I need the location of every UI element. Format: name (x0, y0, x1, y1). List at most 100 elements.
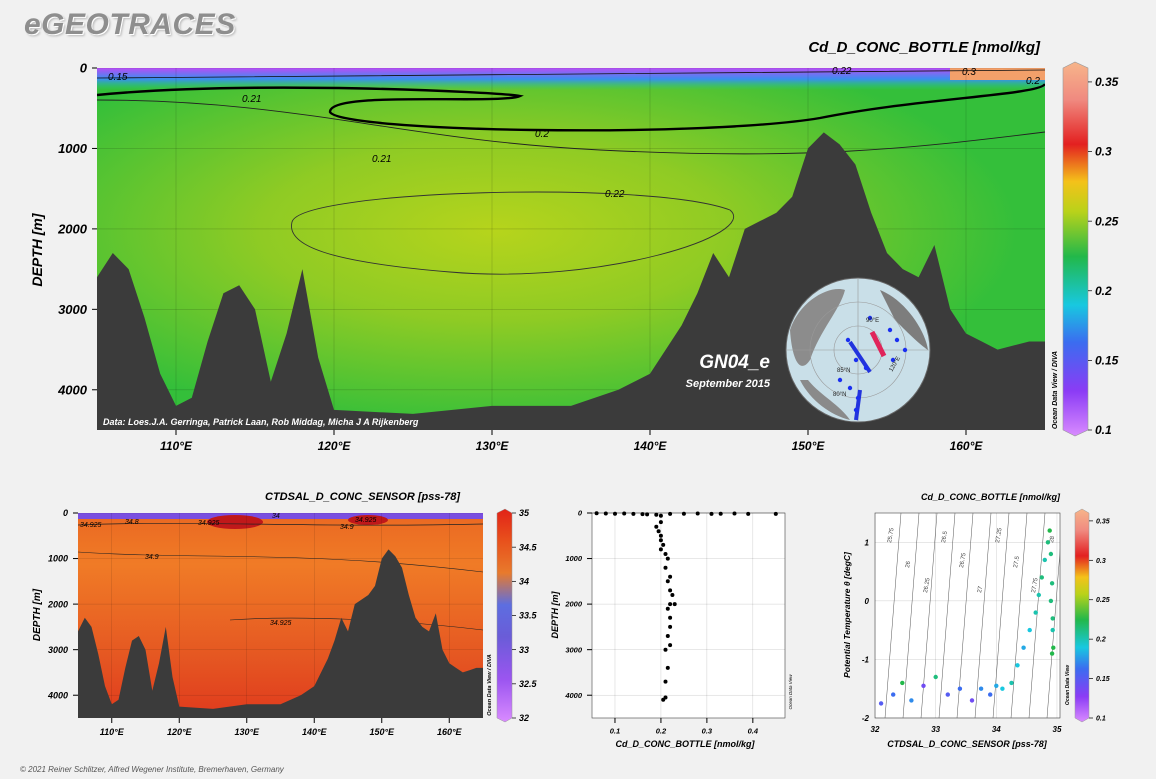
ts-point (957, 686, 963, 691)
y-tick-label: 1 (865, 538, 870, 547)
ts-point (1033, 610, 1038, 615)
x-tick-label: 35 (1053, 725, 1062, 734)
main-colorbar-label: Ocean Data View / DIVA (1052, 351, 1059, 429)
y-tick-label: 0 (80, 61, 88, 76)
main-contour-label: 0.15 (108, 72, 128, 83)
x-tick-label: 0.2 (656, 727, 667, 736)
ts-point (1000, 686, 1005, 691)
sal-contour-label: 34.925 (198, 520, 220, 527)
y-tick-label: 2000 (47, 599, 68, 609)
colorbar-tick-label: 34.5 (519, 542, 538, 552)
y-tick-label: 1000 (58, 141, 88, 156)
isopycnal-label: 26 (905, 560, 912, 568)
isopycnal-label: 26.5 (941, 530, 949, 543)
colorbar-tick-label: 32 (519, 713, 529, 723)
x-tick-label: 140°E (302, 727, 328, 737)
colorbar-tick-label: 0.35 (1095, 75, 1119, 89)
ts-point (994, 683, 999, 688)
main-contour-label: 0.21 (242, 94, 261, 105)
x-tick-label: 0.4 (748, 727, 759, 736)
isopycnal-label: 26.25 (923, 577, 932, 593)
profile-point (672, 602, 677, 607)
x-tick-label: 0.3 (702, 727, 713, 736)
profile-point (663, 647, 668, 652)
y-tick-label: 0 (578, 509, 583, 518)
profile-point (661, 542, 666, 547)
colorbar-tick-label: 0.3 (1096, 558, 1106, 565)
ts-point (978, 686, 984, 691)
y-tick-label: 0 (865, 597, 870, 606)
contour-0.22 (291, 191, 734, 275)
ts-point (1021, 645, 1026, 650)
x-tick-label: 0.1 (610, 727, 620, 736)
isopycnal-line (974, 513, 992, 718)
profile-point (622, 511, 627, 516)
profile-point (658, 513, 663, 518)
profile-side-label: Ocean Data View (788, 674, 793, 710)
profile-point (631, 511, 636, 516)
salinity-chart-title: CTDSAL_D_CONC_SENSOR [pss-78] (265, 491, 460, 503)
x-tick-label: 33 (931, 725, 940, 734)
ts-point (988, 692, 993, 697)
ts-point (900, 680, 905, 686)
salinity-y-axis-label: DEPTH [m] (32, 588, 43, 641)
profile-point (709, 511, 714, 516)
main-y-axis-label: DEPTH [m] (29, 212, 45, 286)
profile-point (665, 665, 670, 670)
profile-point (658, 538, 663, 543)
data-credit: Data: Loes.J.A. Gerringa, Patrick Laan, … (103, 417, 419, 427)
sal-contour-label: 34.9 (145, 554, 159, 561)
profile-plot-area (591, 512, 786, 719)
ts-point (1045, 540, 1051, 545)
contour-0.2 (97, 83, 1045, 132)
profile-point (718, 511, 723, 516)
profile-point (665, 634, 670, 638)
colorbar-tick-label: 0.3 (1095, 145, 1112, 159)
ts-point (969, 698, 975, 703)
isopycnal-line (902, 513, 920, 718)
profile-point (665, 606, 670, 611)
isopycnal-label: 26.75 (959, 552, 968, 568)
profile-point (773, 511, 778, 516)
sal-contour-label: 34.925 (80, 522, 102, 529)
colorbar-tick-label: 35 (519, 508, 530, 518)
ts-point (1039, 575, 1044, 580)
copyright-footer: © 2021 Reiner Schlitzer, Alfred Wegener … (20, 765, 284, 774)
x-tick-label: 110°E (100, 727, 125, 737)
main-chart-title: Cd_D_CONC_BOTTLE [nmol/kg] (808, 39, 1041, 56)
ts-point (1009, 680, 1014, 686)
profile-point (746, 511, 751, 516)
main-contour-label: 0.22 (605, 189, 625, 200)
colorbar-tick-label: 0.15 (1096, 676, 1110, 683)
x-tick-label: 120°E (167, 727, 193, 737)
contour-0.21 (97, 99, 1045, 155)
isopycnal-line (956, 513, 974, 718)
profile-point (594, 511, 599, 516)
ts-point (1049, 651, 1055, 656)
colorbar-tick-label: 33 (519, 645, 529, 655)
profile-point (665, 579, 670, 584)
profile-point (658, 547, 663, 552)
y-tick-label: 3000 (48, 645, 68, 655)
ts-point (891, 692, 896, 697)
colorbar-tick-label: 0.25 (1096, 597, 1110, 604)
x-tick-label: 120°E (318, 439, 352, 453)
x-tick-label: 32 (871, 725, 880, 734)
y-tick-label: 2000 (57, 221, 88, 236)
salinity-section-chart: 34.925 34.8 34.925 34 34.925 34.9 34.9 3… (32, 491, 538, 737)
profile-point (668, 588, 673, 593)
profile-point (668, 624, 673, 629)
y-tick-label: 4000 (47, 690, 68, 700)
isopycnal-label: 27.25 (995, 527, 1004, 543)
profile-point (654, 512, 659, 517)
isopycnal-label: 27.75 (1031, 577, 1040, 593)
main-contour-label: 0.21 (372, 154, 391, 165)
profile-point (668, 602, 673, 607)
ts-x-axis-label: CTDSAL_D_CONC_SENSOR [pss-78] (887, 739, 1048, 749)
y-tick-label: 0 (63, 508, 68, 518)
y-tick-label: 1000 (565, 554, 583, 563)
profile-point (695, 511, 700, 516)
profile-point (668, 643, 673, 648)
isopycnal-label: 27 (977, 585, 984, 593)
profile-point (668, 511, 673, 516)
